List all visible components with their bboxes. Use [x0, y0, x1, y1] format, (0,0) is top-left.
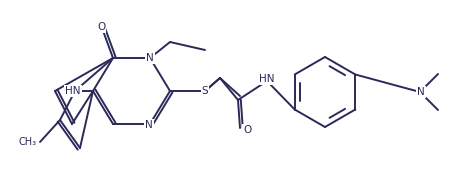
Text: O: O — [243, 125, 251, 135]
Text: O: O — [97, 22, 105, 32]
Text: HN: HN — [65, 86, 81, 96]
Text: HN: HN — [259, 74, 275, 84]
Text: N: N — [146, 53, 154, 63]
Text: CH₃: CH₃ — [19, 137, 37, 147]
Text: N: N — [417, 87, 425, 97]
Text: N: N — [145, 120, 153, 130]
Text: S: S — [202, 86, 208, 96]
